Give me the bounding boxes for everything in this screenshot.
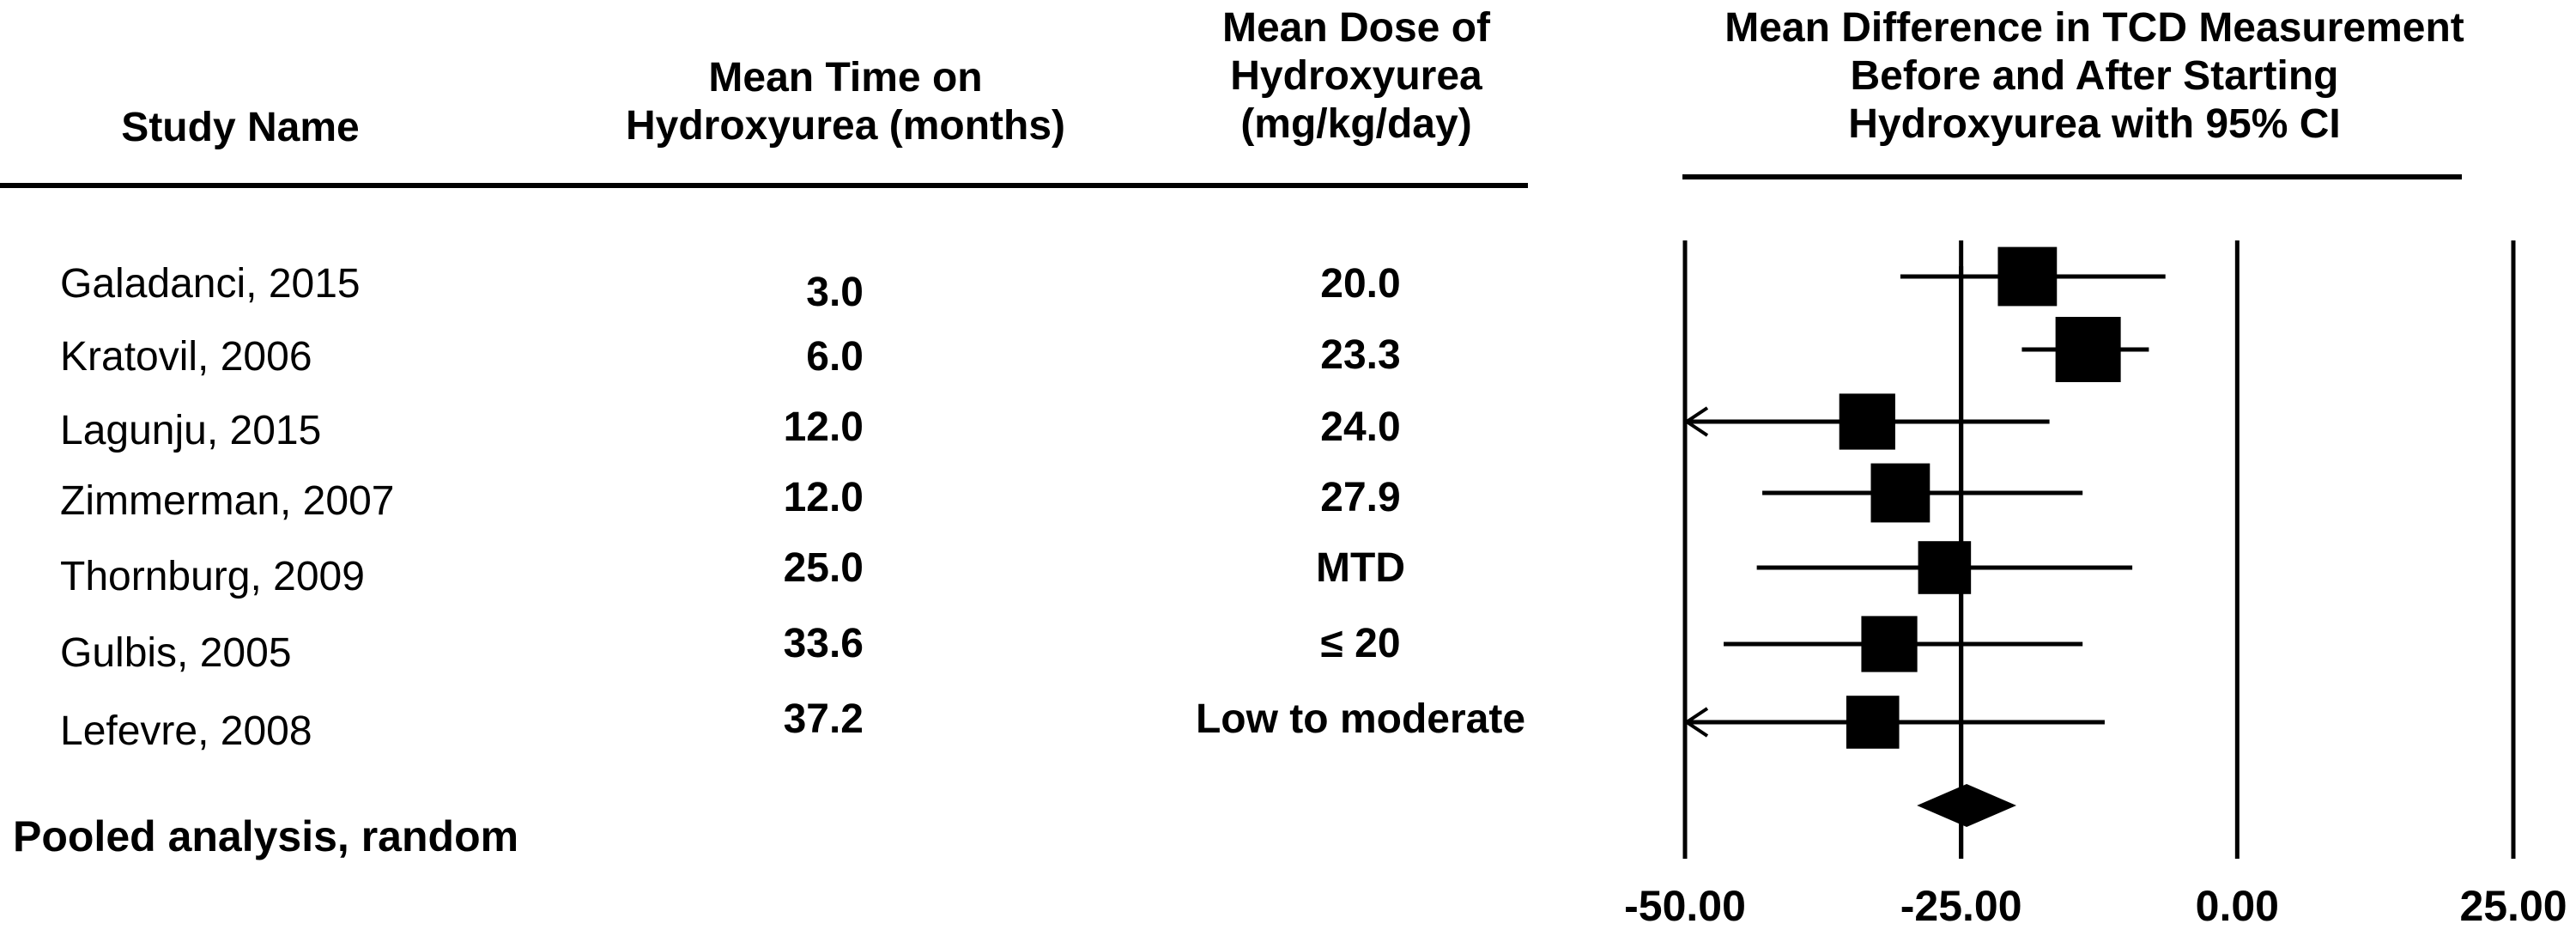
study-name: Zimmerman, 2007 bbox=[60, 478, 395, 524]
ci-arrow-left bbox=[1683, 406, 1709, 437]
pooled-estimate-diamond bbox=[1917, 784, 2016, 827]
x-tick-label: -25.00 bbox=[1900, 882, 2022, 930]
plot-layer: -50.00 -25.00 0.00 25.00 bbox=[1624, 240, 2567, 930]
study-name: Thornburg, 2009 bbox=[60, 554, 365, 599]
study-point-estimate bbox=[1846, 696, 1900, 749]
mean-dose-value: 20.0 bbox=[1320, 261, 1401, 307]
header-mean-time-line-1: Mean Time on bbox=[708, 55, 983, 100]
mean-dose-value: Low to moderate bbox=[1195, 696, 1526, 742]
header-mean-dose-line-2: Hydroxyurea bbox=[1230, 53, 1482, 99]
mean-dose-value: 23.3 bbox=[1320, 332, 1401, 378]
mean-time-value: 25.0 bbox=[783, 545, 864, 591]
mean-time-value: 33.6 bbox=[783, 621, 864, 666]
header-mean-time-line-2: Hydroxyurea (months) bbox=[625, 103, 1066, 149]
study-name: Gulbis, 2005 bbox=[60, 630, 292, 676]
header-mean-difference-line-1: Mean Difference in TCD Measurement bbox=[1724, 5, 2464, 51]
study-point-estimate bbox=[2055, 317, 2121, 382]
header-study-name: Study Name bbox=[77, 104, 403, 152]
study-point-estimate bbox=[1997, 246, 2058, 307]
x-tick-label: 25.00 bbox=[2459, 882, 2567, 930]
table-header-rule bbox=[0, 183, 1528, 188]
header-mean-dose-line-1: Mean Dose of bbox=[1221, 5, 1491, 51]
study-name: Kratovil, 2006 bbox=[60, 334, 312, 380]
pooled-analysis-label: Pooled analysis, random bbox=[13, 812, 519, 860]
study-point-estimate bbox=[1839, 393, 1895, 450]
study-name: Galadanci, 2015 bbox=[60, 261, 361, 307]
header-mean-dose-line-3: (mg/kg/day) bbox=[1240, 101, 1472, 147]
x-tick-label: -50.00 bbox=[1624, 882, 1746, 930]
mean-time-value: 12.0 bbox=[783, 404, 864, 450]
header-mean-time: Mean Time on Hydroxyurea (months) bbox=[571, 54, 1120, 150]
mean-time-value: 37.2 bbox=[783, 696, 864, 742]
mean-dose-value: ≤ 20 bbox=[1320, 621, 1401, 666]
study-point-estimate bbox=[1918, 541, 1972, 594]
header-mean-difference: Mean Difference in TCD Measurement Befor… bbox=[1631, 4, 2558, 149]
study-name: Lagunju, 2015 bbox=[60, 408, 322, 453]
mean-time-value: 12.0 bbox=[783, 475, 864, 520]
plot-header-rule bbox=[1682, 174, 2462, 179]
header-study-name-text: Study Name bbox=[121, 105, 360, 150]
mean-dose-value: MTD bbox=[1316, 545, 1405, 591]
mean-dose-value: 27.9 bbox=[1320, 475, 1401, 520]
x-tick-label: 0.00 bbox=[2196, 882, 2279, 930]
mean-dose-value: 24.0 bbox=[1320, 404, 1401, 450]
header-mean-difference-line-3: Hydroxyurea with 95% CI bbox=[1848, 101, 2341, 147]
header-mean-dose: Mean Dose of Hydroxyurea (mg/kg/day) bbox=[1133, 4, 1579, 149]
ci-arrow-left bbox=[1683, 707, 1709, 738]
mean-time-value: 3.0 bbox=[806, 270, 864, 315]
study-point-estimate bbox=[1870, 463, 1930, 523]
study-name: Lefevre, 2008 bbox=[60, 708, 312, 754]
header-mean-difference-line-2: Before and After Starting bbox=[1850, 53, 2339, 99]
study-point-estimate bbox=[1861, 616, 1918, 672]
mean-time-value: 6.0 bbox=[806, 334, 864, 380]
